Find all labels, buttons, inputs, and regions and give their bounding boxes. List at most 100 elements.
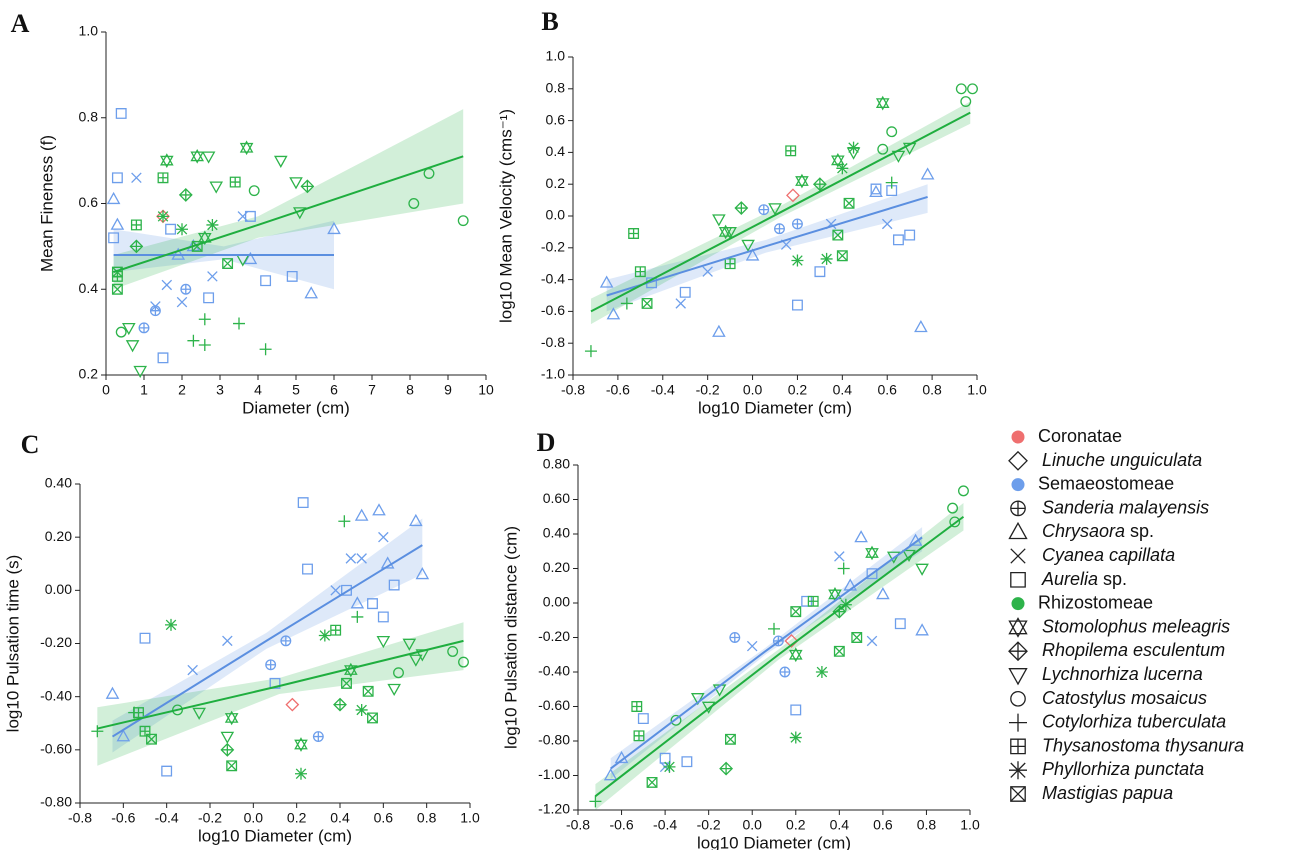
data-point: [820, 252, 833, 265]
marker-part: [904, 229, 916, 241]
data-point: [865, 545, 879, 561]
marker-part: [334, 698, 346, 711]
marker-part: [1010, 571, 1026, 588]
fit-line: [606, 195, 928, 297]
data-point: [409, 513, 423, 527]
marker-part: [157, 172, 169, 184]
marker-part: [915, 623, 929, 636]
data-point: [402, 638, 417, 651]
y-tick-label: 0.8: [79, 108, 99, 124]
data-point: [947, 502, 959, 514]
data-point: [870, 183, 882, 195]
data-point: [161, 765, 173, 777]
data-point: [338, 515, 351, 528]
marker-part: [243, 251, 258, 265]
marker-part: [792, 255, 803, 266]
data-point: [125, 340, 140, 353]
marker-part: [408, 198, 420, 209]
x-tick-label: -0.6: [609, 817, 633, 833]
marker-part: [718, 224, 733, 237]
data-point: [892, 234, 904, 246]
species-name: Cyanea capillata: [1042, 545, 1175, 565]
marker-part: [725, 258, 735, 269]
marker-part: [341, 584, 352, 596]
marker-part: [146, 733, 157, 745]
marker-part: [886, 126, 898, 138]
marker-part: [233, 317, 245, 330]
marker-part: [139, 632, 151, 644]
marker-part: [377, 611, 389, 623]
confidence-band: [606, 184, 928, 312]
data-point: [599, 275, 614, 288]
legend-entry: Mastigias papua: [1042, 783, 1173, 803]
data-point: [712, 214, 726, 227]
legend-swatch: [1011, 430, 1025, 444]
x-tick-label: -0.8: [566, 817, 590, 833]
legend-marker: [1008, 617, 1028, 638]
data-point: [387, 683, 401, 697]
species-name: Sanderia malayensis: [1042, 497, 1209, 517]
x-tick-label: 6: [330, 382, 338, 398]
marker-part: [330, 624, 342, 636]
legend-swatch: [1011, 478, 1025, 492]
marker-part: [105, 686, 120, 699]
marker-part: [1010, 690, 1026, 707]
marker-part: [187, 664, 198, 676]
marker-part: [834, 551, 845, 562]
x-tick-label: 0.0: [743, 382, 763, 398]
data-point: [719, 761, 734, 776]
marker-part: [156, 209, 170, 224]
marker-part: [784, 634, 799, 648]
data-point: [300, 179, 315, 194]
marker-part: [885, 176, 898, 189]
marker-part: [848, 142, 859, 153]
data-point: [633, 730, 645, 742]
marker-part: [220, 731, 235, 744]
marker-part: [808, 596, 818, 607]
marker-part: [795, 176, 809, 189]
data-point: [273, 155, 288, 168]
data-point: [91, 725, 104, 738]
marker-part: [192, 707, 206, 720]
marker-part: [281, 636, 291, 646]
marker-part: [330, 585, 341, 596]
data-point: [377, 611, 389, 623]
marker-part: [273, 155, 288, 168]
data-point: [886, 551, 901, 564]
data-point: [207, 271, 218, 282]
legend-entry: Lychnorhiza lucerna: [1042, 664, 1203, 684]
y-tick-label: -1.0: [541, 366, 565, 382]
y-tick-label: 0.6: [79, 194, 99, 210]
data-point: [318, 629, 331, 642]
marker-part: [301, 180, 314, 193]
y-tick-label: 0.00: [45, 581, 72, 597]
y-tick-label: -0.20: [40, 634, 72, 650]
data-point: [779, 666, 791, 678]
marker-part: [319, 630, 331, 641]
data-point: [886, 185, 898, 197]
marker-part: [248, 185, 260, 197]
data-point: [876, 587, 890, 600]
marker-part: [785, 145, 797, 157]
marker-part: [388, 579, 400, 591]
data-point: [333, 697, 347, 712]
marker-part: [362, 686, 374, 697]
x-tick-label: 10: [478, 382, 494, 398]
x-axis-label: log10 Diameter (cm): [698, 398, 852, 417]
x-tick-label: 2: [178, 382, 186, 398]
x-tick-label: 0.8: [922, 382, 942, 398]
marker-part: [774, 223, 785, 234]
legend-group: Semaeostomeae: [1038, 473, 1174, 493]
marker-part: [915, 563, 929, 576]
y-tick-label: 0.20: [45, 528, 72, 544]
panel-label: C: [21, 430, 40, 459]
y-tick-label: 0.60: [543, 490, 570, 506]
data-point: [641, 298, 653, 309]
data-point: [165, 223, 177, 235]
marker-part: [675, 298, 686, 309]
data-point: [788, 647, 803, 663]
marker-part: [327, 221, 341, 235]
data-point: [380, 556, 395, 569]
marker-part: [949, 516, 961, 528]
